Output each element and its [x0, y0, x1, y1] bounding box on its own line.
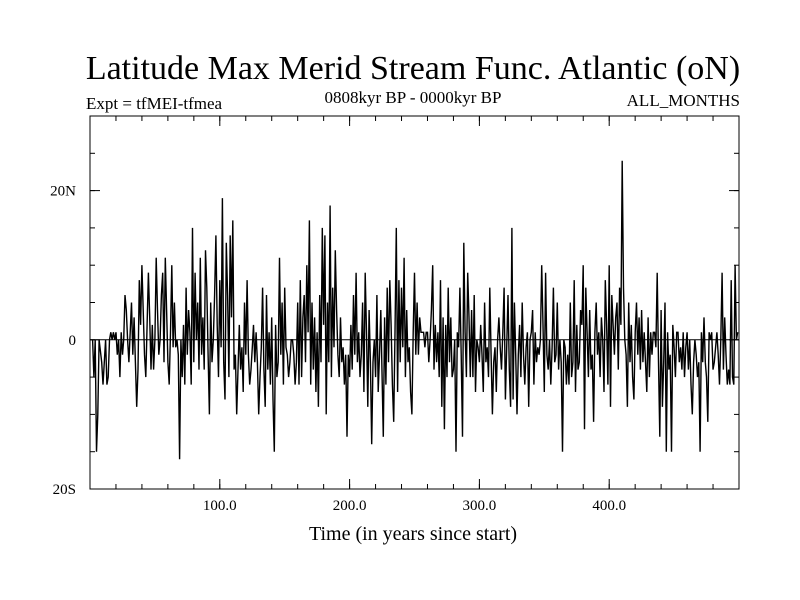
series-line	[91, 160, 739, 460]
x-tick-label: 300.0	[463, 498, 497, 514]
y-tick-label: 0	[69, 333, 77, 349]
x-tick-label: 200.0	[333, 498, 367, 514]
x-tick-labels: 100.0 200.0 300.0 400.0	[203, 498, 626, 514]
time-range-label: 0808kyr BP - 0000kyr BP	[325, 88, 502, 107]
x-tick-label: 100.0	[203, 498, 237, 514]
plot-area	[89, 115, 740, 490]
y-tick-labels: 20N 0 20S	[50, 184, 76, 498]
y-tick-label: 20N	[50, 184, 76, 200]
months-label: ALL_MONTHS	[627, 91, 740, 110]
y-tick-label: 20S	[53, 482, 76, 498]
x-tick-label: 400.0	[592, 498, 626, 514]
x-axis-label: Time (in years since start)	[309, 523, 517, 545]
chart-title: Latitude Max Merid Stream Func. Atlantic…	[86, 50, 740, 87]
axis-ticks	[90, 116, 739, 490]
experiment-label: Expt = tfMEI-tfmea	[86, 94, 223, 113]
